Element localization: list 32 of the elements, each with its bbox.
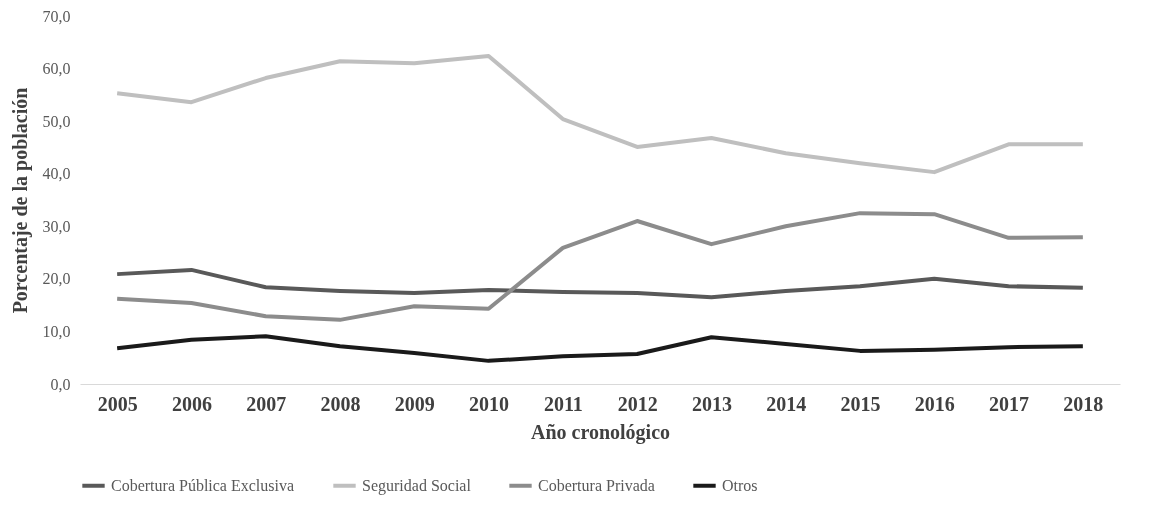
x-tick-label: 2011 [543, 392, 583, 415]
y-tick-label: 0,0 [50, 375, 71, 393]
y-tick-label: 70,0 [42, 7, 71, 25]
x-tick-label: 2017 [989, 392, 1030, 415]
x-tick-label: 2010 [469, 392, 510, 415]
x-tick-label: 2015 [840, 392, 881, 415]
legend-label: Otros [722, 476, 758, 494]
x-tick-label: 2016 [914, 392, 955, 415]
x-tick-label: 2008 [320, 392, 361, 415]
line-series [115, 53, 1085, 175]
x-tick-label: 2006 [171, 392, 212, 415]
x-tick-label: 2012 [617, 392, 658, 415]
y-axis-title: Porcentaje de la población [8, 87, 32, 314]
x-tick-label: 2013 [691, 392, 732, 415]
y-tick-label: 20,0 [42, 270, 71, 288]
line-series [115, 334, 1085, 363]
x-tick-label: 2014 [766, 392, 807, 415]
legend-label: Seguridad Social [362, 476, 472, 495]
x-tick-label: 2018 [1063, 392, 1104, 415]
legend-label: Cobertura Pública Exclusiva [111, 476, 295, 494]
x-tick-label: 2007 [246, 392, 287, 415]
y-tick-label: 50,0 [42, 112, 71, 130]
x-tick-label: 2005 [97, 392, 138, 415]
line-series [115, 267, 1085, 300]
x-tick-label: 2009 [394, 392, 435, 415]
y-tick-label: 40,0 [42, 165, 71, 183]
line-series [115, 211, 1085, 322]
y-tick-label: 60,0 [42, 60, 71, 78]
x-axis-title: Año cronológico [530, 420, 671, 444]
y-tick-label: 10,0 [42, 322, 71, 340]
legend-label: Cobertura Privada [538, 476, 655, 494]
y-tick-label: 30,0 [42, 217, 71, 235]
